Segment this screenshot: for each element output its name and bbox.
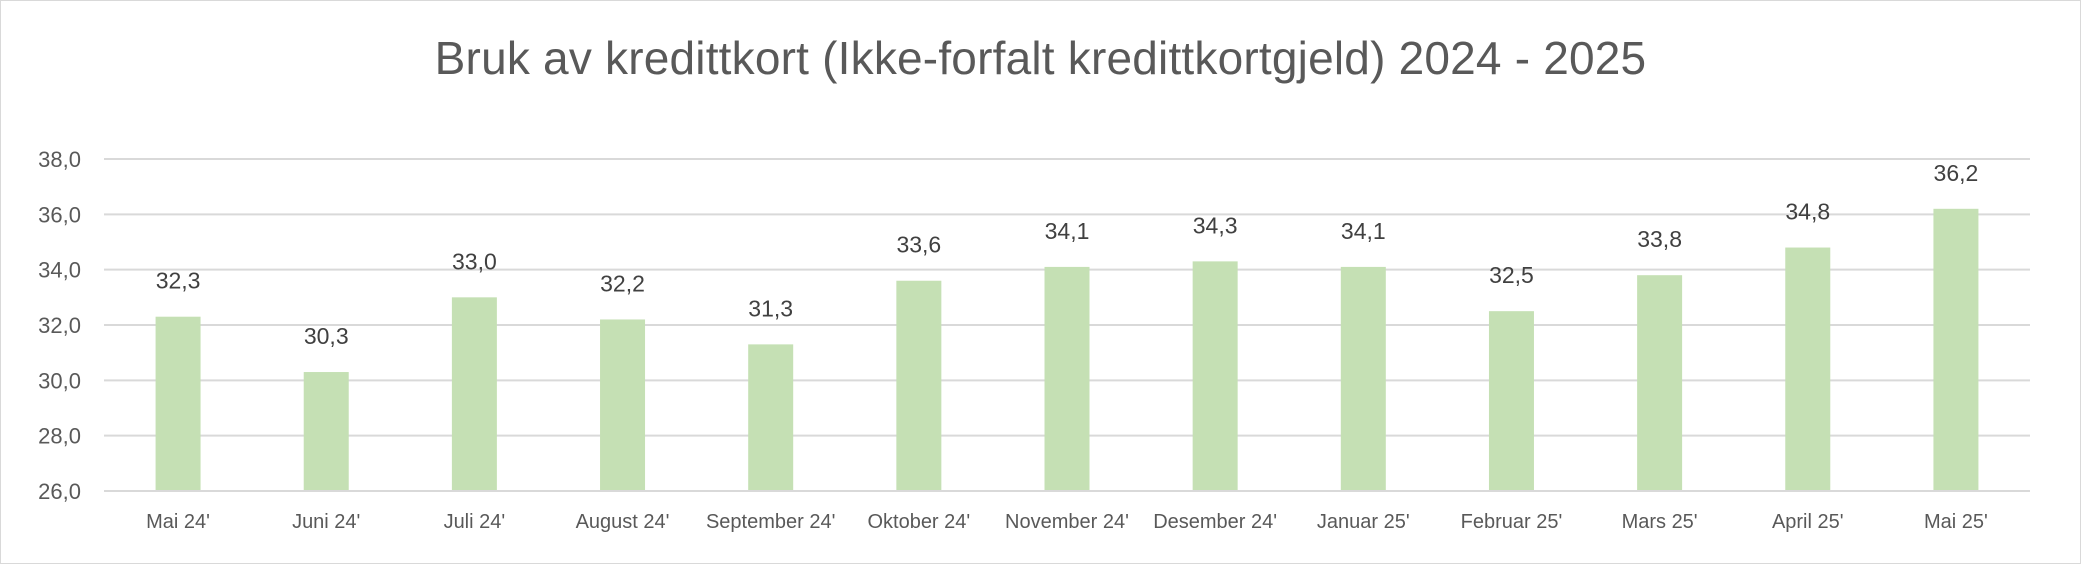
x-tick-label: Oktober 24' (867, 511, 970, 533)
bar (600, 319, 646, 491)
y-tick-label: 30,0 (38, 368, 81, 393)
x-tick-label: Desember 24' (1153, 511, 1277, 533)
data-label: 32,2 (600, 270, 645, 296)
bar (1785, 247, 1831, 491)
data-label: 32,5 (1489, 262, 1534, 288)
x-tick-label: Mai 25' (1924, 511, 1988, 533)
bar (451, 297, 497, 491)
bar (155, 316, 201, 491)
x-tick-label: Januar 25' (1317, 511, 1410, 533)
data-label: 33,0 (452, 248, 497, 274)
bar (1340, 266, 1386, 491)
data-label: 32,3 (156, 268, 201, 294)
x-tick-label: September 24' (706, 511, 835, 533)
x-tick-label: Februar 25' (1461, 511, 1563, 533)
x-tick-label: Juni 24' (292, 511, 360, 533)
data-label: 34,3 (1193, 212, 1238, 238)
chart-title: Bruk av kredittkort (Ikke-forfalt kredit… (434, 32, 1647, 84)
x-tick-label: April 25' (1772, 511, 1844, 533)
y-tick-label: 34,0 (38, 258, 81, 283)
data-label: 34,1 (1045, 218, 1090, 244)
data-label: 33,6 (896, 232, 941, 258)
data-label: 34,8 (1785, 199, 1830, 225)
bar (1192, 261, 1238, 491)
x-tick-label: Mai 24' (146, 511, 210, 533)
x-tick-label: Juli 24' (444, 511, 506, 533)
bar (1488, 311, 1534, 491)
data-label: 31,3 (748, 295, 793, 321)
data-label: 36,2 (1934, 160, 1979, 186)
x-tick-label: August 24' (576, 511, 670, 533)
y-tick-label: 28,0 (38, 424, 81, 449)
data-label: 34,1 (1341, 218, 1386, 244)
data-label: 33,8 (1637, 226, 1682, 252)
y-tick-label: 38,0 (38, 147, 81, 172)
bar (1933, 208, 1979, 492)
bar (1044, 266, 1090, 491)
y-tick-label: 32,0 (38, 313, 81, 338)
bar (303, 372, 349, 491)
bar (1637, 275, 1683, 491)
data-label: 30,3 (304, 323, 349, 349)
bar (896, 280, 942, 491)
y-tick-label: 36,0 (38, 202, 81, 227)
bar (748, 344, 794, 491)
y-tick-label: 26,0 (38, 479, 81, 504)
x-tick-label: November 24' (1005, 511, 1129, 533)
x-tick-label: Mars 25' (1622, 511, 1698, 533)
